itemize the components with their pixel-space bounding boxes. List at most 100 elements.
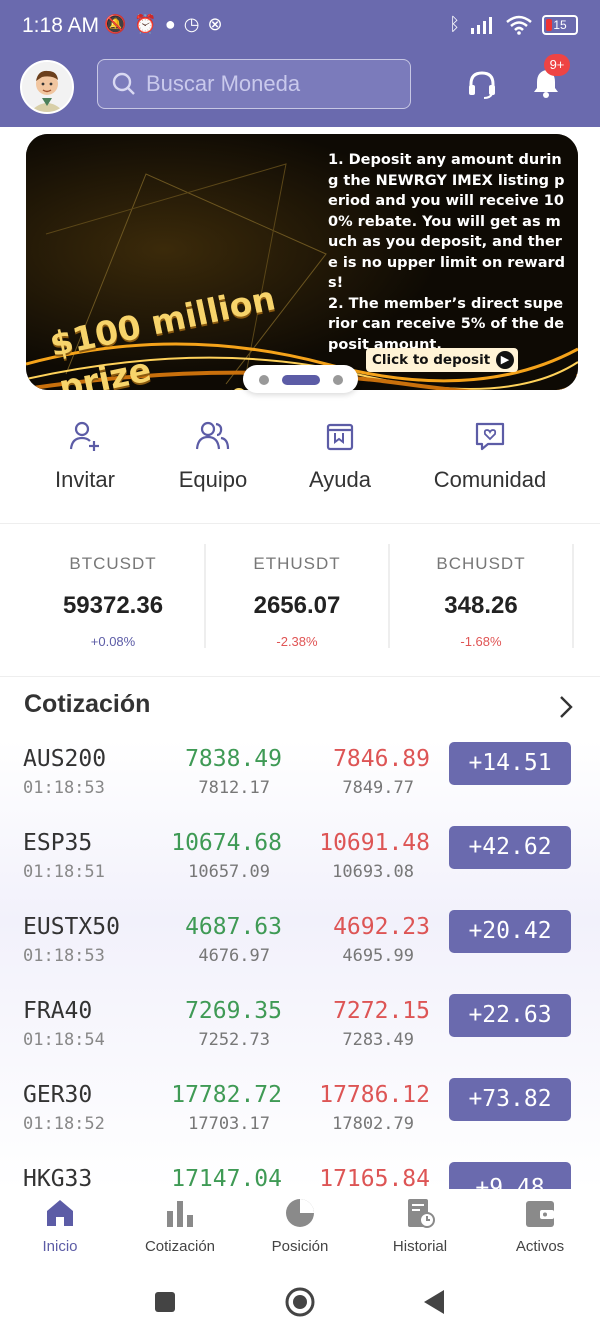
search-input[interactable] [144, 60, 404, 108]
quote-ask: 4692.23 [333, 914, 430, 940]
ticker-card[interactable]: ETHUSDT 2656.07 -2.38% [206, 544, 388, 652]
quote-ask-high: 7849.77 [342, 778, 414, 798]
battery-icon: 15 [542, 14, 578, 35]
banner-rules: 1. Deposit any amount during the NEWRGY … [328, 150, 568, 355]
shortcut-row: Invitar Equipo Ayuda Comunidad [0, 420, 600, 520]
shortcut-community[interactable]: Comunidad [430, 420, 550, 493]
quote-bid-low: 7252.73 [198, 1030, 270, 1050]
ticker-strip: BTCUSDT 59372.36 +0.08% ETHUSDT 2656.07 … [0, 544, 600, 652]
deposit-button[interactable]: Click to deposit ▶ [366, 348, 518, 372]
quote-symbol: AUS200 [23, 746, 107, 772]
notification-badge: 9+ [544, 54, 570, 76]
quote-row[interactable]: GER30 01:18:52 17782.72 17703.17 17786.1… [0, 1076, 600, 1160]
quote-row[interactable]: ESP35 01:18:51 10674.68 10657.09 10691.4… [0, 824, 600, 908]
mute-icon: 🔕 [104, 14, 127, 34]
bar-chart-icon [167, 1201, 193, 1227]
arrow-right-icon: ▶ [496, 351, 514, 369]
quote-bid-low: 17703.17 [188, 1114, 270, 1134]
nav-cotizacion[interactable]: Cotización [120, 1197, 240, 1255]
quote-symbol: FRA40 [23, 998, 93, 1024]
shortcut-label: Invitar [55, 467, 115, 492]
status-bar: 1:18 AM 🔕 ⏰ ● ◷ ⊗ ᛒ 15 [0, 0, 600, 56]
quote-bid: 7269.35 [185, 998, 282, 1024]
quote-bid: 4687.63 [185, 914, 282, 940]
section-divider [0, 523, 600, 524]
quote-row[interactable]: EUSTX50 01:18:53 4687.63 4676.97 4692.23… [0, 908, 600, 992]
quote-row[interactable]: AUS200 01:18:53 7838.49 7812.17 7846.89 … [0, 740, 600, 824]
quote-spread-button[interactable]: +20.42 [449, 910, 571, 953]
quote-spread-button[interactable]: +73.82 [449, 1078, 571, 1121]
ticker-separator [572, 544, 574, 648]
quote-spread-button[interactable]: +14.51 [449, 742, 571, 785]
carousel-indicator [243, 365, 358, 393]
quote-bid-low: 4676.97 [198, 946, 270, 966]
home-circle-icon[interactable] [284, 1286, 316, 1318]
promo-banner[interactable]: $100 million prize While supplies last! … [26, 134, 578, 390]
chat-icon: ● [164, 14, 176, 34]
quote-ask-high: 4695.99 [342, 946, 414, 966]
shortcut-team[interactable]: Equipo [172, 420, 254, 493]
quote-ask: 17786.12 [319, 1082, 430, 1108]
help-book-icon [326, 423, 354, 451]
ticker-card[interactable]: BTCUSDT 59372.36 +0.08% [22, 544, 204, 652]
ticker-symbol: BCHUSDT [436, 554, 526, 573]
bottom-nav: Inicio Cotización Posición Historial Act… [0, 1189, 600, 1269]
shortcut-help[interactable]: Ayuda [300, 420, 380, 493]
quote-symbol: EUSTX50 [23, 914, 120, 940]
quote-spread-button[interactable]: +22.63 [449, 994, 571, 1037]
nav-label: Inicio [42, 1238, 78, 1255]
nav-label: Historial [392, 1238, 448, 1255]
nav-inicio[interactable]: Inicio [0, 1197, 120, 1255]
search-box[interactable] [97, 59, 411, 109]
ticker-change: +0.08% [90, 634, 136, 649]
nav-posicion[interactable]: Posición [240, 1197, 360, 1255]
quote-ask-high: 10693.08 [332, 862, 414, 882]
chevron-right-icon[interactable] [556, 694, 576, 720]
back-triangle-icon[interactable] [422, 1289, 446, 1315]
quote-time: 01:18:53 [23, 946, 105, 966]
banner-rule-1: 1. Deposit any amount during the NEWRGY … [328, 152, 566, 291]
shortcut-label: Equipo [178, 467, 248, 492]
ticker-separator [204, 544, 206, 648]
nav-historial[interactable]: Historial [360, 1197, 480, 1255]
banner-rule-2: 2. The member’s direct superior can rece… [328, 295, 565, 353]
quote-row[interactable]: FRA40 01:18:54 7269.35 7252.73 7272.15 7… [0, 992, 600, 1076]
ticker-card[interactable]: BCHUSDT 348.26 -1.68% [390, 544, 572, 652]
shortcut-label: Comunidad [433, 467, 547, 492]
carousel-dot[interactable] [333, 375, 343, 385]
headset-support-icon[interactable] [467, 70, 497, 100]
shortcut-label: Ayuda [309, 467, 371, 492]
deposit-button-label: Click to deposit [372, 352, 491, 368]
invite-icon [69, 421, 99, 451]
carousel-dot-active[interactable] [282, 375, 320, 385]
banner-decoration [26, 134, 578, 390]
quote-ask: 7846.89 [333, 746, 430, 772]
home-icon [47, 1200, 73, 1226]
quote-ask-high: 17802.79 [332, 1114, 414, 1134]
quote-row[interactable]: HKG33 17147.04 17165.84 +9.48 [0, 1160, 600, 1190]
signal-icon [471, 16, 492, 34]
quote-spread-button[interactable]: +9.48 [449, 1162, 571, 1190]
recent-apps-icon[interactable] [154, 1291, 176, 1313]
quotes-title: Cotización [24, 690, 151, 718]
quote-symbol: HKG33 [23, 1166, 93, 1190]
alarm-icon: ⏰ [134, 14, 157, 34]
ticker-change: -2.38% [276, 634, 318, 649]
ticker-price: 59372.36 [62, 592, 164, 619]
quote-spread-button[interactable]: +42.62 [449, 826, 571, 869]
shortcut-invite[interactable]: Invitar [45, 420, 125, 493]
nav-activos[interactable]: Activos [480, 1197, 600, 1255]
carousel-dot[interactable] [259, 375, 269, 385]
app-header: 1:18 AM 🔕 ⏰ ● ◷ ⊗ ᛒ 15 [0, 0, 600, 127]
quote-bid: 7838.49 [185, 746, 282, 772]
quotes-list: AUS200 01:18:53 7838.49 7812.17 7846.89 … [0, 740, 600, 1190]
avatar-illustration [22, 62, 72, 112]
quote-bid: 17147.04 [171, 1166, 282, 1190]
nav-label: Posición [271, 1238, 329, 1255]
community-chat-icon [475, 422, 505, 451]
status-time: 1:18 AM [22, 14, 100, 37]
user-avatar[interactable] [20, 60, 74, 114]
nav-label: Activos [515, 1238, 565, 1255]
search-icon [112, 72, 135, 95]
ticker-symbol: ETHUSDT [253, 554, 341, 573]
